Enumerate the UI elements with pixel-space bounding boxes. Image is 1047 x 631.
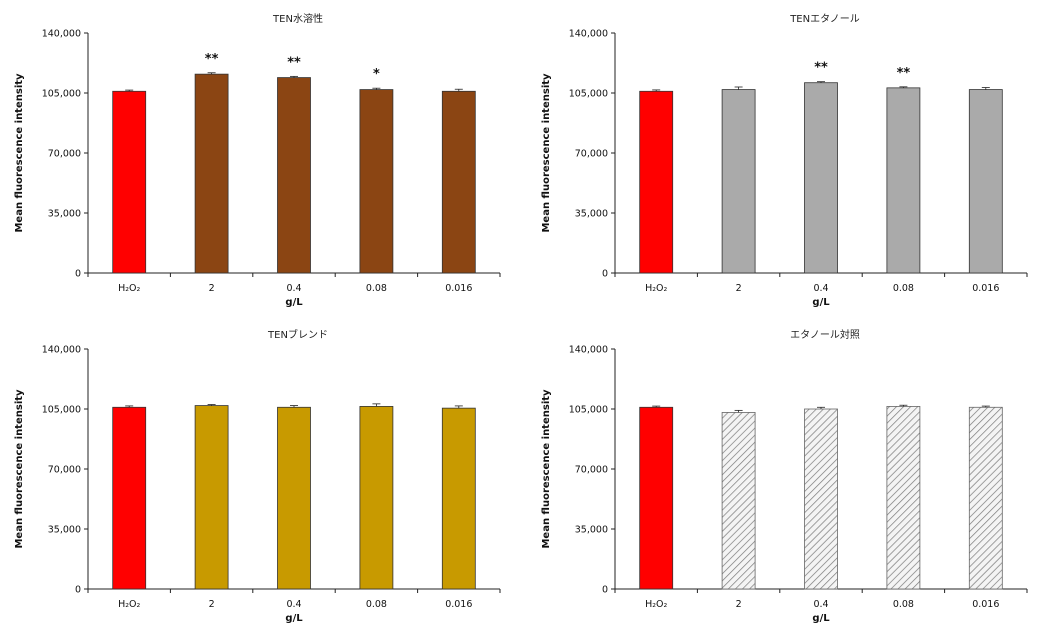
y-tick-label: 0	[75, 585, 81, 596]
y-tick-label: 140,000	[569, 345, 608, 356]
x-tick-label: 0.4	[813, 283, 828, 294]
y-tick-label: 70,000	[48, 465, 81, 476]
y-axis-label: Mean fluorescence intensity	[14, 73, 25, 233]
y-tick-label: 105,000	[569, 405, 608, 416]
x-tick-label: 0.4	[286, 599, 301, 610]
x-tick-label: 0.016	[972, 283, 999, 294]
x-tick-label: 0.016	[972, 599, 999, 610]
bar	[639, 406, 674, 590]
y-axis-label: Mean fluorescence intensity	[541, 389, 552, 549]
bar	[886, 406, 921, 590]
significance-marker: **	[205, 52, 219, 67]
y-tick-label: 0	[75, 269, 81, 280]
chart-title: TENブレンド	[267, 328, 328, 341]
y-tick-label: 140,000	[42, 29, 81, 40]
bar	[968, 406, 1003, 590]
x-tick-label: 0.016	[445, 599, 472, 610]
x-tick-label: 2	[209, 599, 215, 610]
bar	[277, 406, 311, 590]
chart-title: TEN水溶性	[272, 12, 323, 25]
chart-panel-3: TENブレンド Mean fluorescence intensity 0 35,00…	[0, 316, 520, 631]
bar	[804, 82, 838, 274]
x-axis-label: g/L	[285, 613, 303, 624]
y-tick-label: 35,000	[575, 525, 608, 536]
bar	[112, 90, 147, 274]
chart-panel-4: エタノール対照 Mean fluorescence intensity 0 35,00…	[527, 316, 1047, 631]
bar	[194, 405, 229, 590]
x-tick-label: H₂O₂	[118, 283, 140, 294]
y-tick-label: 140,000	[42, 345, 81, 356]
bar	[968, 89, 1003, 274]
y-axis-label: Mean fluorescence intensity	[14, 389, 25, 549]
chart-title: TENエタノール	[789, 13, 860, 25]
x-tick-label: 0.4	[286, 283, 301, 294]
chart-panel-1: TEN水溶性 Mean fluorescence intensity 0 35,000…	[0, 0, 520, 315]
y-axis-label: Mean fluorescence intensity	[541, 73, 552, 233]
y-tick-label: 70,000	[575, 149, 608, 160]
x-tick-label: 0.08	[366, 599, 387, 610]
bar	[804, 408, 838, 590]
bar	[441, 407, 476, 590]
bar	[359, 406, 394, 590]
x-axis-label: g/L	[812, 297, 830, 308]
y-tick-label: 140,000	[569, 29, 608, 40]
x-tick-label: 2	[736, 283, 742, 294]
bar	[721, 89, 756, 274]
y-tick-label: 35,000	[48, 209, 81, 220]
x-tick-label: H₂O₂	[645, 599, 667, 610]
chart-svg-4: エタノール対照 Mean fluorescence intensity 0 35,00…	[541, 328, 1028, 624]
significance-marker: *	[373, 67, 380, 82]
significance-marker: **	[814, 61, 828, 76]
x-axis-label: g/L	[285, 297, 303, 308]
x-tick-label: 0.08	[366, 283, 387, 294]
bar	[194, 73, 229, 274]
y-tick-label: 105,000	[42, 89, 81, 100]
x-tick-label: 2	[209, 283, 215, 294]
chart-title: エタノール対照	[790, 328, 860, 341]
bar	[639, 90, 674, 274]
y-tick-label: 105,000	[42, 405, 81, 416]
y-tick-label: 70,000	[575, 465, 608, 476]
significance-marker: **	[897, 66, 911, 81]
x-tick-label: 0.08	[893, 599, 914, 610]
y-tick-label: 35,000	[48, 525, 81, 536]
x-tick-label: 0.4	[813, 599, 828, 610]
x-tick-label: 0.08	[893, 283, 914, 294]
bar	[359, 89, 394, 274]
x-tick-label: 2	[736, 599, 742, 610]
y-tick-label: 35,000	[575, 209, 608, 220]
x-axis-label: g/L	[812, 613, 830, 624]
chart-panel-2: TENエタノール Mean fluorescence intensity 0 35,0…	[527, 0, 1047, 315]
x-tick-label: 0.016	[445, 283, 472, 294]
y-tick-label: 105,000	[569, 89, 608, 100]
chart-svg-1: TEN水溶性 Mean fluorescence intensity 0 35,000…	[14, 12, 501, 308]
y-tick-label: 70,000	[48, 149, 81, 160]
y-tick-label: 0	[602, 269, 608, 280]
bar	[886, 87, 921, 274]
x-tick-label: H₂O₂	[118, 599, 140, 610]
bar	[277, 77, 311, 274]
significance-marker: **	[287, 55, 301, 70]
x-tick-label: H₂O₂	[645, 283, 667, 294]
bar	[441, 90, 476, 274]
y-tick-label: 0	[602, 585, 608, 596]
chart-svg-2: TENエタノール Mean fluorescence intensity 0 35,0…	[541, 13, 1028, 308]
bar	[112, 406, 147, 590]
chart-svg-3: TENブレンド Mean fluorescence intensity 0 35,00…	[14, 328, 501, 624]
bar	[721, 412, 756, 590]
